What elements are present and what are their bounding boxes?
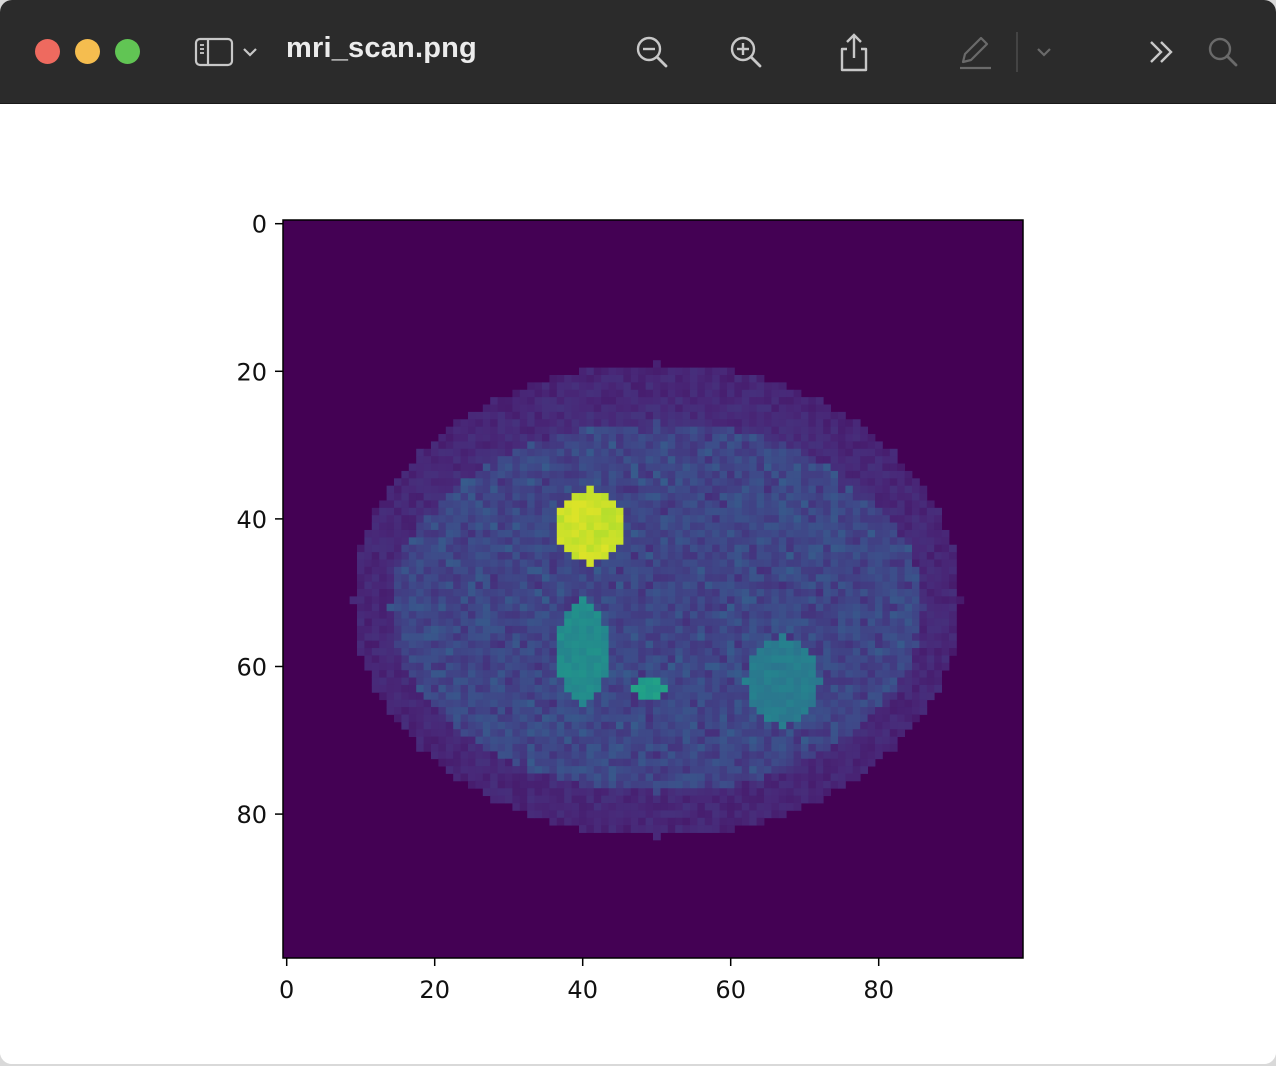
y-tick-label: 20: [236, 358, 267, 386]
y-axis: 0 20 40 60 80: [236, 211, 283, 829]
y-tick-label: 60: [236, 653, 267, 681]
sidebar-toggle-icon[interactable]: [192, 28, 236, 76]
axes-frame: [282, 219, 1024, 959]
markup-pencil-icon[interactable]: [954, 28, 996, 76]
x-tick-label: 0: [279, 976, 294, 1004]
window-title: mri_scan.png: [286, 32, 477, 64]
close-button[interactable]: [35, 39, 60, 64]
chevron-down-icon[interactable]: [1034, 28, 1054, 76]
toolbar-divider: [1016, 32, 1018, 72]
x-tick-label: 80: [863, 976, 894, 1004]
y-tick-label: 80: [236, 801, 267, 829]
chevron-down-icon[interactable]: [240, 28, 260, 76]
mri-heatmap-figure: 0 20 40 60 80 0 20 40 60 80: [236, 211, 1024, 1004]
x-tick-label: 20: [419, 976, 450, 1004]
y-tick-label: 0: [252, 211, 267, 239]
image-canvas: 0 20 40 60 80 0 20 40 60 80: [0, 104, 1276, 1064]
zoom-out-icon[interactable]: [632, 28, 672, 76]
more-chevrons-icon[interactable]: [1144, 28, 1180, 76]
y-tick-label: 40: [236, 506, 267, 534]
scan-image: [283, 220, 1023, 958]
search-icon[interactable]: [1204, 28, 1242, 76]
x-tick-label: 60: [715, 976, 746, 1004]
title-bar: mri_scan.png: [0, 0, 1276, 104]
x-tick-label: 40: [567, 976, 598, 1004]
share-icon[interactable]: [834, 28, 874, 76]
maximize-button[interactable]: [115, 39, 140, 64]
minimize-button[interactable]: [75, 39, 100, 64]
x-axis: 0 20 40 60 80: [279, 958, 894, 1004]
zoom-in-icon[interactable]: [726, 28, 766, 76]
